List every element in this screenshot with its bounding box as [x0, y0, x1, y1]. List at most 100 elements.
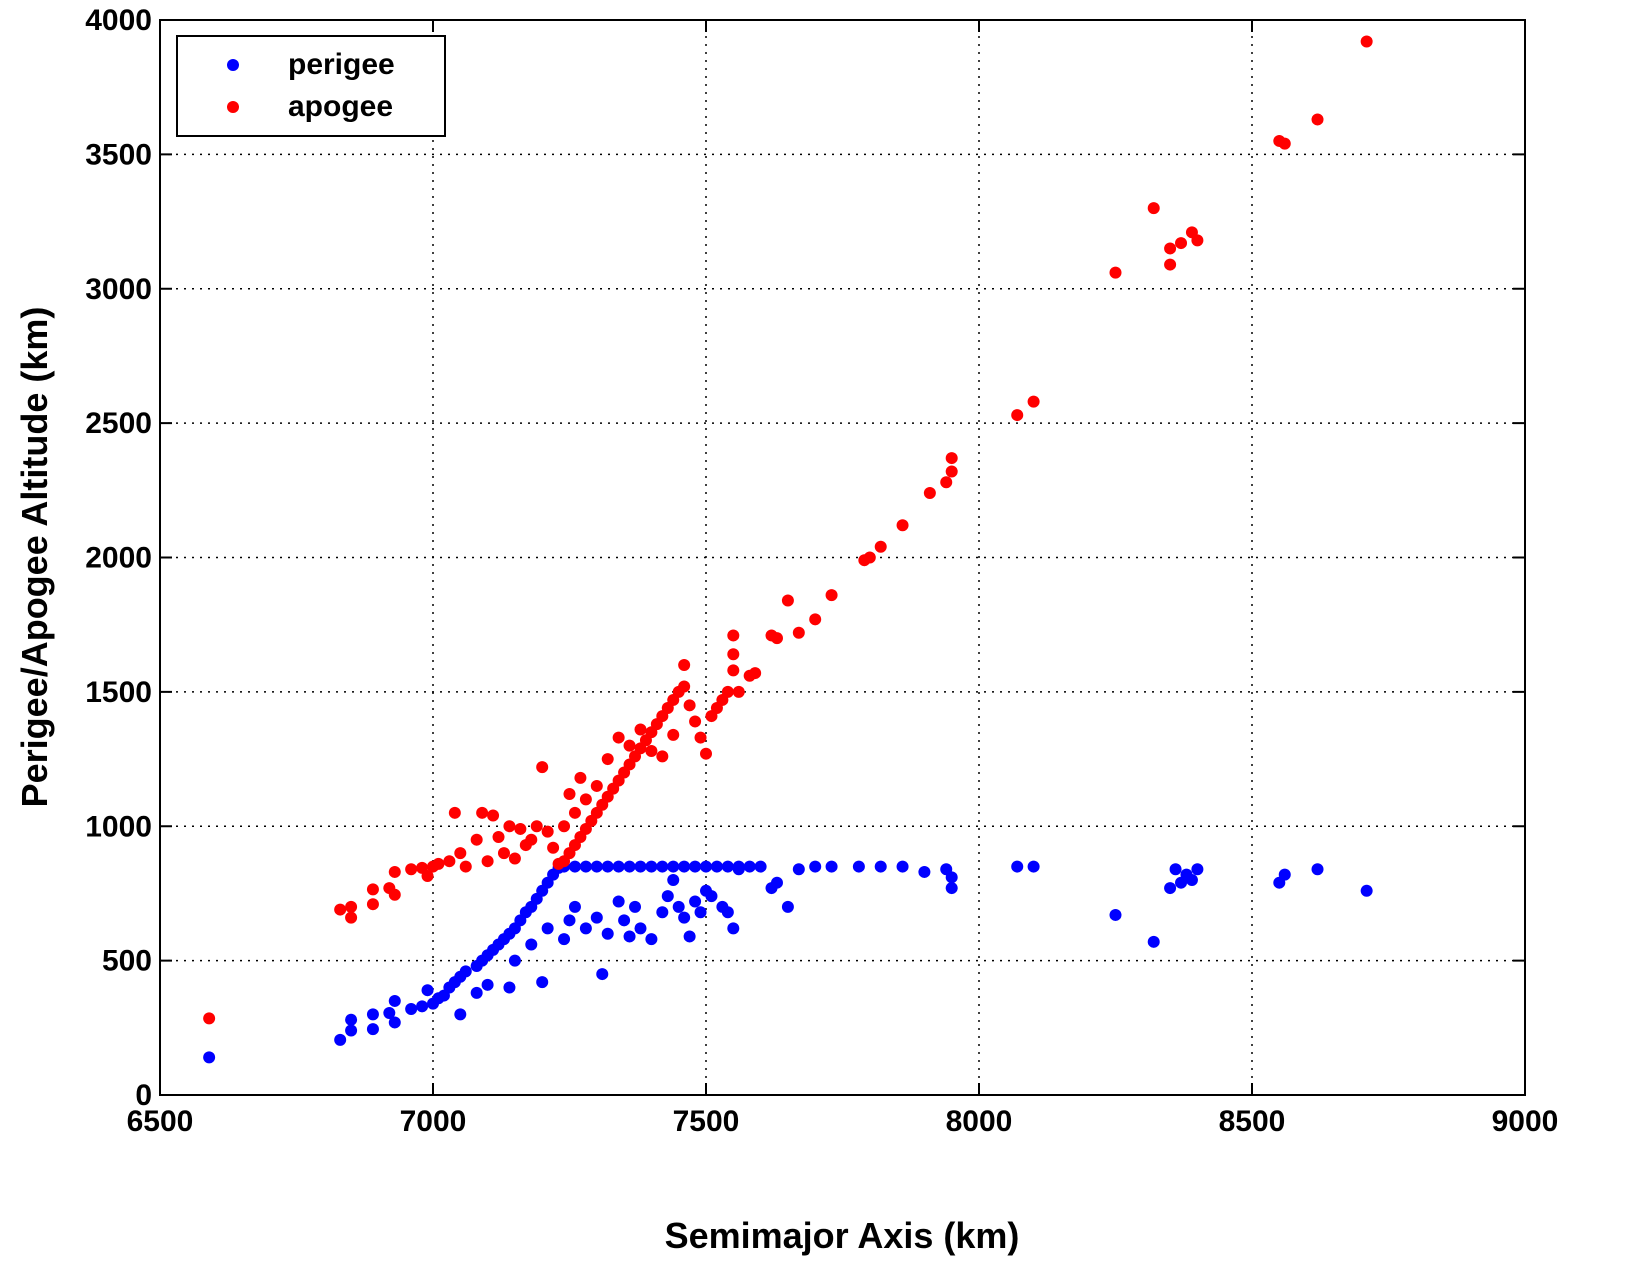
perigee-point — [1360, 884, 1373, 897]
apogee-point — [1109, 266, 1122, 279]
perigee-point — [743, 860, 756, 873]
apogee-point — [645, 745, 658, 757]
apogee-point — [487, 809, 500, 822]
apogee-point — [536, 761, 549, 774]
perigee-point — [596, 968, 609, 981]
perigee-point — [459, 965, 472, 978]
perigee-point — [366, 1008, 379, 1021]
apogee-point — [1164, 258, 1177, 271]
grid-lines — [160, 20, 1525, 1095]
perigee-point — [945, 882, 958, 895]
apogee-point — [678, 680, 691, 693]
perigee-point — [203, 1051, 216, 1064]
axis-ticks: 6500 7000 7500 8000 8500 9000 0 500 1000 1500 2000… — [85, 4, 1558, 1138]
perigee-point — [579, 922, 592, 935]
apogee-point — [459, 860, 472, 873]
perigee-point — [1011, 860, 1024, 873]
apogee-point — [1311, 113, 1324, 126]
apogee-point — [492, 831, 505, 843]
apogee-point — [388, 888, 401, 901]
apogee-point — [497, 847, 510, 860]
apogee-point — [1011, 409, 1024, 422]
perigee-point — [623, 930, 636, 943]
apogee-point — [1164, 242, 1177, 255]
legend-marker-perigee — [227, 59, 239, 71]
apogee-point — [667, 728, 680, 741]
x-tick-label: 7000 — [400, 1105, 467, 1138]
perigee-point — [601, 860, 614, 873]
apogee-point — [530, 820, 543, 833]
perigee-point — [1278, 868, 1291, 881]
perigee-point — [809, 860, 822, 873]
y-tick-label: 4000 — [85, 4, 152, 37]
apogee-point — [508, 852, 521, 865]
apogee-point — [700, 747, 712, 760]
perigee-point — [416, 1000, 429, 1013]
perigee-point — [678, 860, 691, 873]
perigee-point — [629, 900, 642, 913]
series-apogee — [203, 35, 1373, 1025]
perigee-point — [683, 930, 696, 943]
apogee-point — [623, 739, 636, 752]
y-tick-label: 2000 — [85, 542, 152, 575]
apogee-point — [366, 883, 379, 896]
series-perigee — [203, 860, 1373, 1064]
apogee-point — [568, 806, 581, 819]
apogee-point — [1191, 234, 1204, 247]
apogee-point — [923, 487, 936, 499]
y-tick-label: 3500 — [85, 138, 152, 171]
legend-label-apogee: apogee — [288, 90, 393, 123]
apogee-point — [345, 900, 358, 913]
perigee-point — [1191, 863, 1204, 876]
perigee-point — [1164, 882, 1177, 895]
apogee-point — [405, 863, 418, 876]
perigee-point — [388, 994, 401, 1007]
perigee-point — [825, 860, 838, 873]
x-tick-label: 8000 — [946, 1105, 1013, 1138]
perigee-point — [1109, 908, 1122, 921]
apogee-point — [749, 667, 762, 680]
y-tick-label: 3000 — [85, 273, 152, 306]
apogee-point — [388, 865, 401, 878]
perigee-point — [634, 860, 647, 873]
perigee-point — [694, 906, 707, 919]
apogee-point — [563, 788, 576, 800]
apogee-point — [481, 855, 494, 868]
x-tick-label: 6500 — [127, 1105, 194, 1138]
data-points — [203, 35, 1373, 1064]
apogee-point — [689, 715, 702, 728]
perigee-point — [667, 874, 680, 886]
perigee-point — [454, 1008, 467, 1021]
apogee-point — [514, 822, 527, 835]
perigee-point — [792, 863, 805, 876]
perigee-point — [481, 978, 494, 991]
apogee-point — [1175, 237, 1188, 250]
perigee-point — [689, 895, 702, 908]
perigee-point — [754, 860, 767, 873]
y-tick-label: 2500 — [85, 407, 152, 440]
perigee-point — [1185, 874, 1198, 886]
perigee-point — [558, 933, 571, 946]
apogee-point — [525, 833, 538, 846]
perigee-point — [634, 922, 647, 935]
apogee-point — [579, 793, 592, 806]
apogee-point — [678, 659, 691, 671]
apogee-point — [732, 685, 745, 698]
apogee-point — [366, 898, 379, 911]
perigee-point — [656, 860, 669, 873]
perigee-point — [536, 976, 549, 989]
perigee-point — [568, 900, 581, 913]
perigee-point — [852, 860, 865, 873]
apogee-point — [541, 825, 554, 838]
perigee-point — [656, 906, 669, 919]
x-axis-label: Semimajor Axis (km) — [665, 1215, 1020, 1256]
apogee-point — [421, 869, 434, 882]
perigee-point — [345, 1013, 358, 1026]
perigee-point — [672, 900, 685, 913]
perigee-point — [623, 860, 636, 873]
legend-marker-apogee — [227, 101, 239, 113]
x-tick-label: 9000 — [1492, 1105, 1559, 1138]
perigee-point — [781, 900, 794, 913]
perigee-point — [1311, 863, 1324, 876]
apogee-point — [683, 699, 696, 712]
